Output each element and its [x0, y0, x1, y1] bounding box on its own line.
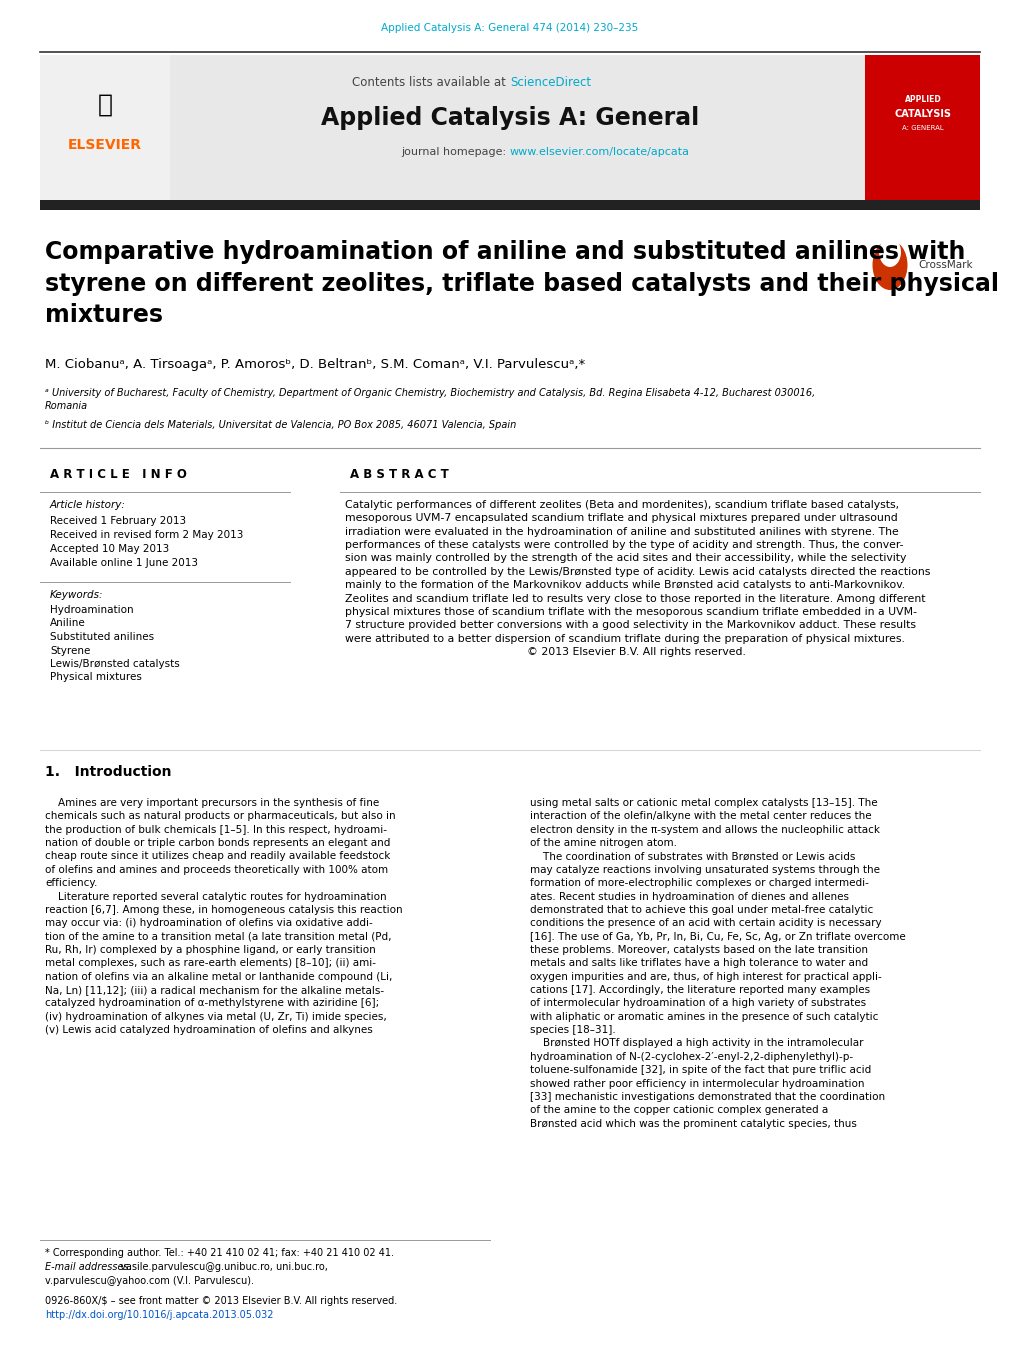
Text: ᵃ University of Bucharest, Faculty of Chemistry, Department of Organic Chemistry: ᵃ University of Bucharest, Faculty of Ch…: [45, 388, 814, 411]
Text: v.parvulescu@yahoo.com (V.I. Parvulescu).: v.parvulescu@yahoo.com (V.I. Parvulescu)…: [45, 1275, 254, 1286]
Text: E-mail addresses:: E-mail addresses:: [45, 1262, 131, 1273]
Text: ELSEVIER: ELSEVIER: [68, 138, 142, 153]
Text: Keywords:: Keywords:: [50, 590, 103, 600]
Text: Physical mixtures: Physical mixtures: [50, 673, 142, 682]
Text: Hydroamination: Hydroamination: [50, 605, 133, 615]
Ellipse shape: [878, 236, 900, 267]
FancyBboxPatch shape: [40, 55, 170, 200]
Text: APPLIED: APPLIED: [904, 96, 941, 104]
Text: A B S T R A C T: A B S T R A C T: [350, 467, 448, 481]
Text: Accepted 10 May 2013: Accepted 10 May 2013: [50, 544, 169, 554]
Text: CrossMark: CrossMark: [917, 259, 972, 270]
Text: Substituted anilines: Substituted anilines: [50, 632, 154, 642]
Text: Article history:: Article history:: [50, 500, 125, 509]
FancyBboxPatch shape: [40, 55, 979, 200]
Text: Styrene: Styrene: [50, 646, 91, 655]
Text: http://dx.doi.org/10.1016/j.apcata.2013.05.032: http://dx.doi.org/10.1016/j.apcata.2013.…: [45, 1310, 273, 1320]
Text: ScienceDirect: ScienceDirect: [510, 76, 591, 89]
Text: M. Ciobanuᵃ, A. Tirsoagaᵃ, P. Amorosᵇ, D. Beltranᵇ, S.M. Comanᵃ, V.I. Parvulescu: M. Ciobanuᵃ, A. Tirsoagaᵃ, P. Amorosᵇ, D…: [45, 358, 585, 372]
Ellipse shape: [871, 240, 907, 290]
Text: vasile.parvulescu@g.unibuc.ro, uni.buc.ro,: vasile.parvulescu@g.unibuc.ro, uni.buc.r…: [117, 1262, 327, 1273]
Text: CATALYSIS: CATALYSIS: [894, 109, 951, 119]
Text: Aniline: Aniline: [50, 619, 86, 628]
Text: Contents lists available at: Contents lists available at: [352, 76, 510, 89]
Text: Lewis/Brønsted catalysts: Lewis/Brønsted catalysts: [50, 659, 179, 669]
Text: ᵇ Institut de Ciencia dels Materials, Universitat de Valencia, PO Box 2085, 4607: ᵇ Institut de Ciencia dels Materials, Un…: [45, 420, 516, 430]
Text: 1.   Introduction: 1. Introduction: [45, 765, 171, 780]
Text: Amines are very important precursors in the synthesis of fine
chemicals such as : Amines are very important precursors in …: [45, 798, 403, 1035]
Text: 🌿: 🌿: [98, 93, 112, 118]
Text: Received in revised form 2 May 2013: Received in revised form 2 May 2013: [50, 530, 244, 540]
Text: Comparative hydroamination of aniline and substituted anilines with
styrene on d: Comparative hydroamination of aniline an…: [45, 240, 998, 327]
Text: A: GENERAL: A: GENERAL: [901, 126, 943, 131]
Text: journal homepage:: journal homepage:: [401, 147, 510, 157]
Text: www.elsevier.com/locate/apcata: www.elsevier.com/locate/apcata: [510, 147, 689, 157]
FancyBboxPatch shape: [864, 55, 979, 200]
Text: using metal salts or cationic metal complex catalysts [13–15]. The
interaction o: using metal salts or cationic metal comp…: [530, 798, 905, 1128]
FancyBboxPatch shape: [40, 200, 979, 209]
Text: A R T I C L E   I N F O: A R T I C L E I N F O: [50, 467, 186, 481]
Text: Applied Catalysis A: General 474 (2014) 230–235: Applied Catalysis A: General 474 (2014) …: [381, 23, 638, 32]
Text: Available online 1 June 2013: Available online 1 June 2013: [50, 558, 198, 567]
Text: Applied Catalysis A: General: Applied Catalysis A: General: [321, 105, 698, 130]
Text: * Corresponding author. Tel.: +40 21 410 02 41; fax: +40 21 410 02 41.: * Corresponding author. Tel.: +40 21 410…: [45, 1248, 393, 1258]
Text: Catalytic performances of different zeolites (Beta and mordenites), scandium tri: Catalytic performances of different zeol…: [344, 500, 929, 657]
Text: Received 1 February 2013: Received 1 February 2013: [50, 516, 185, 526]
Text: 0926-860X/$ – see front matter © 2013 Elsevier B.V. All rights reserved.: 0926-860X/$ – see front matter © 2013 El…: [45, 1296, 396, 1306]
